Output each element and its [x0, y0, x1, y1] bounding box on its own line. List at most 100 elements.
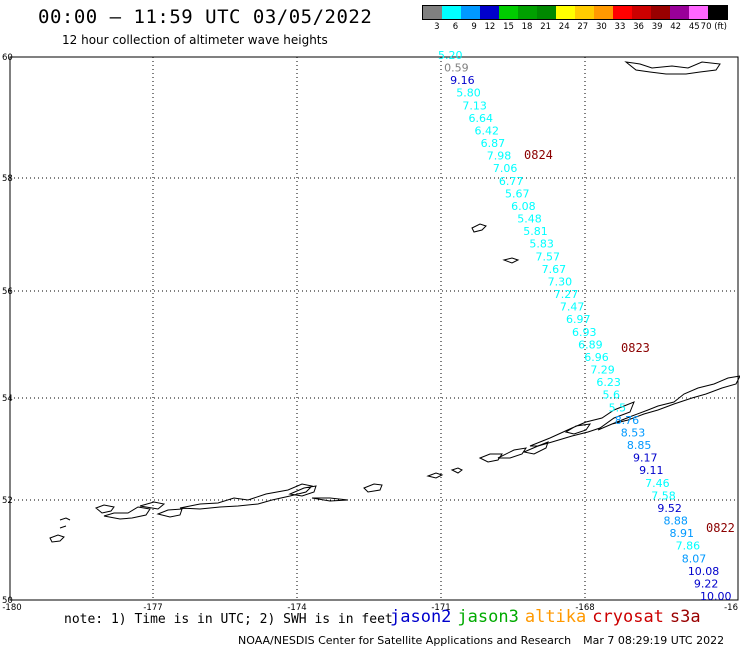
color-swatch [499, 6, 518, 19]
color-swatch [442, 6, 461, 19]
latitude-label: 56 [2, 287, 13, 297]
latitude-label: 58 [2, 174, 13, 184]
wave-height-value: 7.86 [676, 540, 701, 553]
color-swatch [689, 6, 708, 19]
color-scale-label: 27 [577, 22, 589, 32]
color-scale-label: 45 [688, 22, 700, 32]
coastline-alaska-north [624, 61, 721, 75]
color-scale-label: 18 [521, 22, 533, 32]
wave-height-value: 5.81 [523, 225, 548, 238]
color-scale-label: 15 [503, 22, 514, 32]
wave-height-value: 6.23 [596, 376, 621, 389]
wave-height-value: 7.06 [493, 162, 518, 175]
coastline-aleutian-west [49, 501, 166, 543]
wave-height-value: 8.88 [663, 515, 688, 528]
legend-item-cryosat: cryosat [592, 607, 664, 627]
wave-height-value: 6.42 [475, 124, 500, 137]
footer-credit: NOAA/NESDIS Center for Satellite Applica… [238, 634, 724, 647]
coastline-pribilof [471, 223, 520, 264]
wave-height-value: 9.11 [639, 464, 664, 477]
map-frame [9, 56, 739, 601]
wave-height-value: 8.53 [621, 426, 646, 439]
wave-height-value: 5.20 [438, 49, 463, 62]
longitude-label: -174 [287, 603, 306, 613]
color-scale-label: 21 [540, 22, 552, 32]
satellite-legend: jason2 jason3 altika cryosat s3a [390, 607, 707, 627]
latitude-label: 50 [2, 596, 13, 606]
wave-height-value: 7.98 [487, 150, 512, 163]
wave-height-value: 0.59 [444, 62, 469, 75]
page-subtitle: 12 hour collection of altimeter wave hei… [62, 33, 328, 47]
map-gridlines [10, 57, 738, 600]
longitude-label: -16 [724, 603, 738, 613]
wave-height-value: 7.29 [590, 364, 615, 377]
latitude-label: 52 [2, 496, 13, 506]
latitude-label: 60 [2, 53, 13, 63]
credit-organization: NOAA/NESDIS Center for Satellite Applica… [238, 634, 572, 647]
color-scale-label: 33 [614, 22, 626, 32]
pass-time-labels: 0824 0823 0822 [524, 148, 735, 535]
color-scale-label: 30 [595, 22, 607, 32]
wave-height-observations: 5.200.599.165.807.136.646.426.877.987.06… [438, 49, 732, 603]
longitude-label: -180 [2, 603, 21, 613]
wave-height-value: 5.83 [529, 238, 554, 251]
color-scale-labels: 3 6 9 12 15 18 21 24 27 30 33 36 39 42 45 70 (ft) [422, 22, 728, 32]
longitude-label: -177 [143, 603, 162, 613]
wave-height-value: 5.80 [456, 87, 481, 100]
wave-height-value: 6.93 [572, 326, 597, 339]
color-scale-label: 12 [484, 22, 496, 32]
wave-height-value: 6.77 [499, 175, 524, 188]
color-swatch [613, 6, 632, 19]
wave-height-value: 6.89 [578, 338, 603, 351]
legend-item-jason3: jason3 [457, 607, 519, 627]
wave-height-value: 6.08 [511, 200, 536, 213]
color-swatch [708, 6, 727, 19]
page-title: 00:00 — 11:59 UTC 03/05/2022 [38, 6, 373, 28]
color-swatch [651, 6, 670, 19]
wave-height-value: 6.97 [566, 313, 591, 326]
coastline-islands-east [363, 441, 549, 493]
pass-time-label: 0824 [524, 148, 553, 162]
map-border [9, 56, 739, 601]
wave-height-value: 8.07 [682, 552, 707, 565]
color-swatch [556, 6, 575, 19]
color-swatch [461, 6, 480, 19]
latitude-labels: 60 58 56 54 52 50 [2, 53, 13, 606]
wave-height-value: 7.46 [645, 477, 670, 490]
wave-height-value: 9.52 [657, 502, 682, 515]
coastline-alaska-peninsula [529, 375, 740, 447]
latitude-label: 54 [2, 394, 13, 404]
legend-item-altika: altika [524, 607, 587, 627]
wave-height-value: 6.96 [584, 351, 609, 364]
wave-height-value: 5.6 [603, 389, 621, 402]
wave-height-value: 7.30 [548, 275, 573, 288]
wave-height-value: 10.00 [700, 590, 732, 603]
wave-height-value: 9.16 [450, 74, 475, 87]
color-swatch [594, 6, 613, 19]
wave-height-value: 6.87 [481, 137, 506, 150]
color-scale-swatches [422, 5, 728, 20]
color-scale-label: 6 [452, 22, 459, 32]
wave-height-value: 7.67 [542, 263, 567, 276]
color-swatch [518, 6, 537, 19]
wave-height-value: 7.58 [651, 489, 676, 502]
color-swatch [632, 6, 651, 19]
color-swatch [537, 6, 556, 19]
wave-height-value: 8.91 [670, 527, 695, 540]
color-scale-label: 42 [670, 22, 682, 32]
longitude-label: -168 [575, 603, 594, 613]
wave-height-value: 9.22 [694, 577, 719, 590]
pass-time-label: 0822 [706, 521, 735, 535]
pass-time-label: 0823 [621, 341, 650, 355]
legend-item-jason2: jason2 [390, 607, 452, 627]
coastline-aleutian-central [156, 483, 349, 518]
wave-height-value: 7.27 [554, 288, 579, 301]
wave-height-value: 9.17 [633, 452, 658, 465]
legend-item-s3a: s3a [669, 607, 701, 627]
wave-height-value: 10.08 [688, 565, 720, 578]
color-scale-label: 36 [633, 22, 644, 32]
wave-height-value: 7.57 [535, 250, 560, 263]
wave-height-value: 6.64 [468, 112, 493, 125]
color-swatch [670, 6, 689, 19]
